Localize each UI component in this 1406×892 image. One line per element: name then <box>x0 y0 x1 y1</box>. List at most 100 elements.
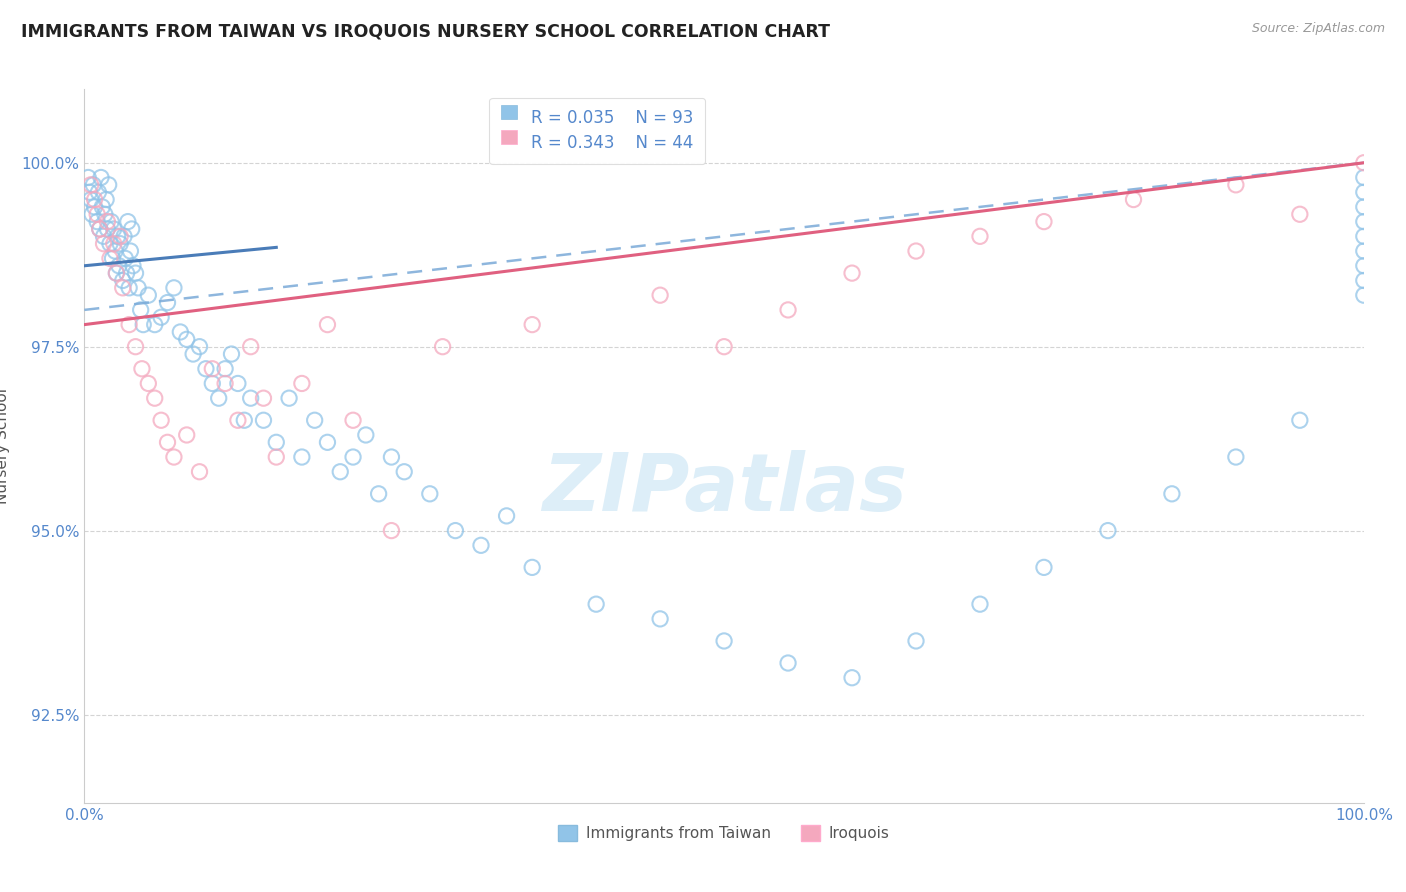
Point <box>124 340 146 354</box>
Point <box>394 465 416 479</box>
Point <box>316 435 339 450</box>
Text: ZIPatlas: ZIPatlas <box>541 450 907 528</box>
Point <box>201 376 224 391</box>
Point <box>264 450 288 464</box>
Point <box>1288 413 1310 427</box>
Point <box>1353 155 1375 169</box>
Point <box>86 207 108 221</box>
Point <box>444 524 467 538</box>
Point <box>90 170 112 185</box>
Point <box>291 450 314 464</box>
Point <box>221 347 243 361</box>
Point <box>1225 450 1247 464</box>
Point <box>188 340 211 354</box>
Point <box>132 318 155 332</box>
Point <box>127 281 149 295</box>
Point <box>87 185 110 199</box>
Point <box>208 391 231 405</box>
Text: Source: ZipAtlas.com: Source: ZipAtlas.com <box>1251 22 1385 36</box>
Point <box>1161 487 1184 501</box>
Point <box>194 361 217 376</box>
Point <box>585 597 607 611</box>
Point <box>1353 273 1375 287</box>
Point <box>103 222 125 236</box>
Point <box>329 465 352 479</box>
Point <box>169 325 191 339</box>
Point <box>1353 185 1375 199</box>
Point <box>108 229 131 244</box>
Point <box>713 634 735 648</box>
Point <box>841 266 863 280</box>
Point <box>114 252 136 266</box>
Point <box>97 178 120 192</box>
Point <box>354 428 377 442</box>
Point <box>214 376 236 391</box>
Point <box>93 236 115 251</box>
Point <box>495 508 517 523</box>
Point <box>380 524 402 538</box>
Point <box>94 207 117 221</box>
Point <box>117 214 139 228</box>
Point <box>1225 178 1247 192</box>
Point <box>522 560 544 574</box>
Point <box>138 288 160 302</box>
Point <box>163 450 186 464</box>
Point <box>98 236 121 251</box>
Point <box>650 288 672 302</box>
Point <box>96 222 118 236</box>
Point <box>80 178 103 192</box>
Point <box>233 413 256 427</box>
Point <box>278 391 301 405</box>
Point <box>96 214 118 228</box>
Point <box>201 361 224 376</box>
Point <box>304 413 326 427</box>
Point <box>1097 524 1119 538</box>
Point <box>80 193 103 207</box>
Point <box>239 340 262 354</box>
Point <box>470 538 492 552</box>
Point <box>291 376 314 391</box>
Point <box>367 487 389 501</box>
Point <box>83 193 105 207</box>
Point <box>91 200 114 214</box>
Point <box>118 281 141 295</box>
Point <box>969 597 991 611</box>
Point <box>83 200 105 214</box>
Point <box>252 413 274 427</box>
Point <box>778 302 800 317</box>
Point <box>80 207 103 221</box>
Point <box>89 222 111 236</box>
Point <box>108 236 131 251</box>
Point <box>226 376 249 391</box>
Point <box>650 612 672 626</box>
Point <box>105 266 128 280</box>
Point <box>1353 214 1375 228</box>
Point <box>77 170 100 185</box>
Point <box>111 281 134 295</box>
Point <box>143 391 166 405</box>
Point <box>316 318 339 332</box>
Point <box>1032 214 1054 228</box>
Point <box>94 193 117 207</box>
Point <box>181 347 204 361</box>
Text: IMMIGRANTS FROM TAIWAN VS IROQUOIS NURSERY SCHOOL CORRELATION CHART: IMMIGRANTS FROM TAIWAN VS IROQUOIS NURSE… <box>21 22 830 40</box>
Point <box>239 391 262 405</box>
Point <box>176 428 198 442</box>
Point <box>969 229 991 244</box>
Point <box>82 178 104 192</box>
Point <box>129 302 152 317</box>
Point <box>841 671 863 685</box>
Point <box>86 214 108 228</box>
Point <box>905 244 928 258</box>
Point <box>101 252 124 266</box>
Point <box>1353 288 1375 302</box>
Point <box>120 244 142 258</box>
Point <box>226 413 249 427</box>
Point <box>112 229 135 244</box>
Point <box>342 413 364 427</box>
Point <box>143 318 166 332</box>
Point <box>107 229 129 244</box>
Y-axis label: Nursery School: Nursery School <box>0 388 10 504</box>
Point <box>1353 200 1375 214</box>
Point <box>131 361 153 376</box>
